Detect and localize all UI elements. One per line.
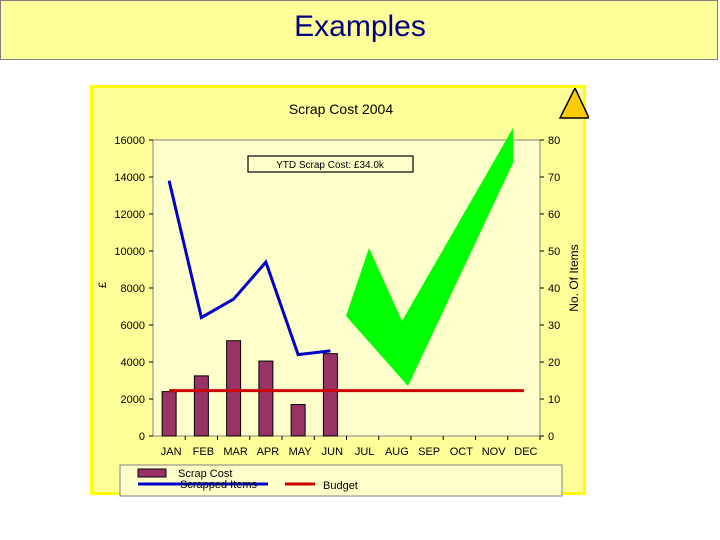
y2-tick-label: 10 (548, 394, 560, 406)
y2-axis-label: No. Of Items (567, 244, 581, 311)
slide-title: Examples (294, 10, 426, 43)
y-tick-label: 10000 (114, 246, 145, 258)
annotation-box (247, 155, 414, 173)
y2-tick-label: 0 (548, 431, 554, 443)
y-tick-label: 6000 (121, 320, 145, 332)
y2-tick-label: 70 (548, 172, 560, 184)
scrapped-items-line (167, 180, 331, 357)
x-tick-label: APR (257, 446, 280, 458)
x-tick-label: SEP (418, 446, 440, 458)
bar-scrap-cost (258, 360, 274, 437)
x-tick-label: FEB (193, 446, 214, 458)
x-tick-label: OCT (450, 446, 474, 458)
x-tick-label: MAY (289, 446, 313, 458)
x-tick-label: DEC (514, 446, 537, 458)
annotation-text: YTD Scrap Cost: £34.0k (276, 160, 385, 171)
y2-tick-label: 30 (548, 320, 560, 332)
y-tick-label: 8000 (121, 283, 145, 295)
bar-scrap-cost (161, 391, 177, 437)
legend-swatch-scrap-cost (137, 468, 167, 478)
chart: Scrap Cost 2004 160001400012000100008000… (97, 88, 589, 497)
x-tick-label: NOV (482, 446, 507, 458)
x-tick-label: AUG (385, 446, 409, 458)
legend-label-scrapped-items: Scrapped Items (180, 479, 258, 491)
y-tick-label: 4000 (121, 357, 145, 369)
bar-scrap-cost (290, 404, 306, 437)
check-icon (346, 128, 513, 386)
x-tick-label: JUN (322, 446, 343, 458)
chart-frame: Scrap Cost 2004 16000 14000 12000 10000 8000… (90, 85, 589, 497)
legend-label-budget: Budget (323, 480, 358, 492)
legend-box (119, 464, 563, 497)
legend-label-scrap-cost: Scrap Cost (178, 468, 232, 480)
y2-tick-label: 20 (548, 357, 560, 369)
y2-tick-label: 40 (548, 283, 560, 295)
y2-tick-label: 80 (548, 135, 560, 147)
title-bar (0, 0, 718, 60)
warning-triangle-icon (558, 88, 589, 119)
chart-title: Scrap Cost 2004 (289, 101, 393, 117)
bar-scrap-cost (226, 340, 242, 437)
bar-scrap-cost (193, 375, 209, 437)
y-tick-label: 16000 (114, 135, 145, 147)
x-tick-label: MAR (223, 446, 248, 458)
legend: Scrap Cost Scrapped Items Budget (119, 464, 563, 497)
ticks-group: 16000 14000 12000 10000 8000 6000 4000 2000 0 80 7… (114, 135, 560, 458)
y-tick-label: 2000 (121, 394, 145, 406)
y-tick-label: 0 (139, 431, 145, 443)
y-axis-label: £ (97, 282, 109, 288)
x-tick-label: JUL (355, 446, 375, 458)
y2-tick-label: 60 (548, 209, 560, 221)
y-tick-label: 14000 (114, 172, 145, 184)
y-tick-label: 12000 (114, 209, 145, 221)
y2-tick-label: 50 (548, 246, 560, 258)
bar-scrap-cost (322, 353, 338, 437)
x-tick-label: JAN (161, 446, 182, 458)
plot-area (152, 139, 541, 437)
